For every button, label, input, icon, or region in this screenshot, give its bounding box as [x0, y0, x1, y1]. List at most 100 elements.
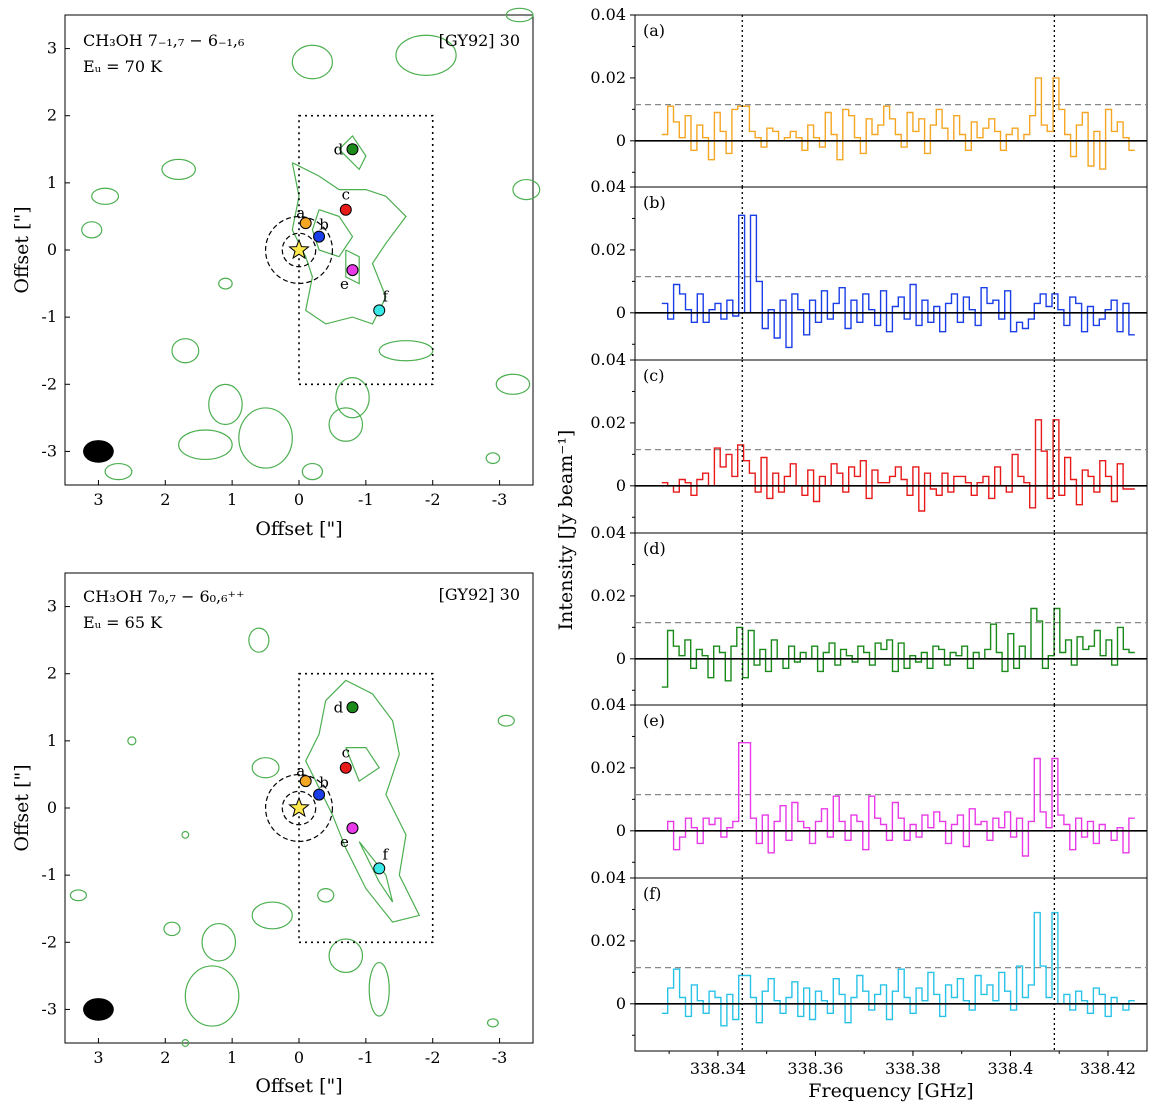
contour-blob — [218, 277, 233, 290]
contour-blob — [486, 1018, 499, 1028]
source-point-f — [373, 304, 386, 317]
spectrum-frame — [634, 186, 1148, 361]
spectrum-ytick-label: 0.04 — [590, 695, 626, 714]
source-point-a — [299, 217, 312, 230]
spectrum-panel-label: (a) — [643, 21, 665, 40]
spectrum-ytick-label: 0.02 — [590, 68, 626, 87]
beam-circle-outer — [264, 215, 334, 285]
contour-blob — [251, 757, 280, 779]
contour-blob — [161, 158, 196, 181]
region-box — [298, 114, 434, 386]
contour-blob — [181, 830, 190, 839]
spectrum-panel-label: (d) — [643, 539, 666, 558]
spectrum-ytick-label: 0.04 — [590, 868, 626, 887]
spectrum-panel-c: 0 0.02 0.04 (c) — [590, 350, 1148, 538]
beam-circle-inner — [281, 790, 317, 826]
map-bottom-ticks: 3 2 1 0 -1 -2 -3 3 2 1 0 -1 -2 -3 — [41, 597, 507, 1067]
star-icon — [288, 238, 310, 260]
map-xtick-label: 2 — [160, 1048, 170, 1067]
source-label-a: a — [296, 204, 305, 222]
map-bottom-source: [GY92] 30 — [439, 585, 520, 604]
beam-circle-outer — [264, 773, 334, 843]
spectrum-ytick-label: 0 — [616, 476, 626, 495]
map-ytick-label: 0 — [47, 240, 57, 259]
contour-blob — [181, 1039, 190, 1047]
map-ytick-label: -2 — [41, 374, 57, 393]
contour-blob — [328, 938, 364, 974]
map-xtick-label: -2 — [425, 490, 441, 509]
source-label-d: d — [334, 140, 344, 158]
map-ytick-label: -1 — [41, 865, 57, 884]
contour-blob — [163, 921, 181, 937]
spectrum-xtick-label: 338.36 — [787, 1059, 843, 1078]
source-label-e: e — [340, 275, 349, 293]
spectrum-ytick-label: 0 — [616, 649, 626, 668]
spectrum-ytick-label: 0.04 — [590, 5, 626, 24]
map-xtick-label: 0 — [294, 490, 304, 509]
map-top-panel: 3 2 1 0 -1 -2 -3 3 2 1 0 -1 -2 -3 abc d e f CH₃OH 7₋₁,₇ … — [11, 7, 541, 540]
map-bottom-xlabel: Offset ["] — [255, 1075, 342, 1097]
source-point-d — [346, 143, 359, 156]
map-ytick-label: 2 — [47, 664, 57, 683]
map-bottom-ylabel: Offset ["] — [11, 764, 33, 851]
map-xtick-label: 3 — [93, 490, 103, 509]
spectrum-xtick-label: 338.4 — [988, 1059, 1034, 1078]
source-point-d — [346, 701, 359, 714]
map-xtick-label: 1 — [227, 490, 237, 509]
contour-blob — [178, 429, 233, 461]
map-ytick-label: 1 — [47, 731, 57, 750]
spectrum-frame — [634, 877, 1148, 1052]
map-xtick-label: -3 — [492, 490, 508, 509]
source-point-f — [373, 862, 386, 875]
map-top-title-line1: CH₃OH 7₋₁,₇ − 6₋₁,₆ — [83, 31, 244, 50]
contour-blob — [184, 965, 240, 1027]
spectrum-ytick-label: 0.02 — [590, 413, 626, 432]
contour-blob — [317, 887, 335, 903]
map-ytick-label: 3 — [47, 597, 57, 616]
map-top-overlay: abc d e f — [83, 114, 434, 463]
contour-blob — [208, 383, 243, 426]
map-ytick-label: 3 — [47, 39, 57, 58]
contour-blob — [201, 922, 237, 962]
spectrum-ytick-label: 0 — [616, 131, 626, 150]
source-label-b: b — [319, 774, 329, 792]
map-xtick-label: -3 — [492, 1048, 508, 1067]
source-point-e — [346, 264, 359, 277]
map-bottom-contours — [69, 627, 515, 1047]
source-point-c — [339, 203, 352, 216]
contour-blob — [328, 407, 364, 442]
beam-ellipse — [83, 440, 114, 463]
contour-blob — [171, 338, 200, 364]
beam-ellipse — [83, 998, 114, 1021]
map-xtick-label: 1 — [227, 1048, 237, 1067]
spectrum-panel-a: 0 0.02 0.04 (a) — [590, 5, 1148, 193]
contour-blob — [505, 7, 534, 23]
spectrum-ytick-label: 0 — [616, 303, 626, 322]
contour-blob — [251, 901, 293, 930]
contour-blob — [301, 462, 324, 481]
spectrum-line — [661, 607, 1135, 688]
spectrum-frame — [634, 14, 1148, 189]
source-point-e — [346, 822, 359, 835]
spectrum-panel-f: 0 0.02 0.04 338.34 338.36 338.38 338.4 338.42 (f… — [590, 868, 1148, 1078]
source-label-f: f — [382, 845, 389, 863]
map-top-xlabel: Offset ["] — [255, 518, 342, 540]
spectrum-ytick-label: 0.02 — [590, 586, 626, 605]
map-xtick-label: -2 — [425, 1048, 441, 1067]
contour-filament — [345, 746, 381, 783]
map-ytick-label: -2 — [41, 932, 57, 951]
map-ytick-label: 1 — [47, 173, 57, 192]
map-ytick-label: 0 — [47, 798, 57, 817]
spectrum-xtick-label: 338.34 — [690, 1059, 746, 1078]
spectra-group: 0 0.02 0.04 (a) 0 0.02 0.04 (b) 0 0.02 0.04 (c) 0 0.0… — [590, 5, 1148, 1078]
spectrum-line — [661, 911, 1135, 1027]
star-icon — [288, 796, 310, 818]
spectrum-frame — [634, 532, 1148, 707]
contour-blob — [238, 407, 293, 469]
source-label-b: b — [319, 216, 329, 234]
contour-blob — [495, 373, 531, 395]
contour-blob — [497, 714, 515, 727]
contour-blob — [127, 736, 137, 746]
spectrum-panel-e: 0 0.02 0.04 (e) — [590, 695, 1148, 883]
